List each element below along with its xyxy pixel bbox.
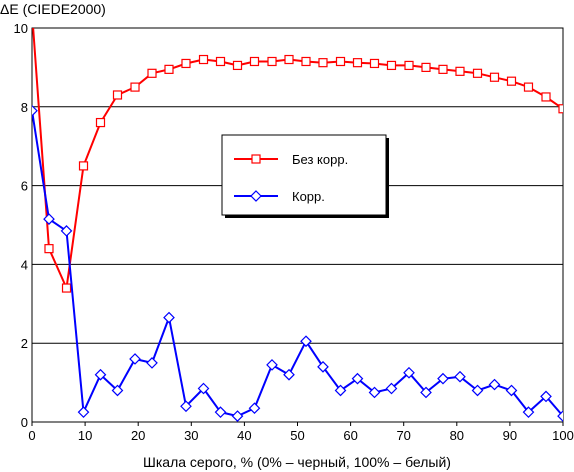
series-2: [32, 104, 563, 422]
series-1-point-10: [198, 54, 209, 65]
series-2-point-24: [437, 372, 449, 385]
series-1-point-4: [95, 117, 106, 128]
series-2-point-25: [454, 370, 466, 383]
series-layer: [32, 28, 563, 422]
series-1-point-30: [541, 92, 551, 102]
series-2-point-28: [505, 384, 518, 397]
series-1-point-7: [147, 68, 157, 78]
series-2-point-13: [248, 402, 261, 415]
series-2-point-4: [94, 368, 107, 381]
series-1-point-2: [61, 283, 72, 293]
y-tick-label-2: 2: [21, 336, 28, 351]
plot-frame: [31, 27, 564, 423]
series-2-point-23: [420, 386, 432, 399]
series-1-point-12: [232, 60, 243, 71]
series-1-point-8: [164, 64, 174, 74]
series-1-point-22: [404, 60, 414, 71]
y-tick-label-8: 8: [21, 100, 28, 115]
x-tick-label-80: 80: [450, 428, 464, 443]
legend-box: [221, 134, 387, 216]
series-1-point-26: [472, 68, 483, 78]
series-2-point-30: [540, 390, 552, 403]
series-2-point-0: [32, 104, 38, 117]
series-2-point-21: [385, 382, 398, 395]
series-2-point-9: [180, 400, 192, 413]
series-1-point-16: [301, 56, 311, 67]
series-2-point-7: [146, 357, 158, 369]
x-tick-label-20: 20: [131, 428, 145, 443]
series-1-point-25: [455, 66, 465, 76]
series-1-point-14: [267, 56, 277, 67]
x-tick-label-30: 30: [184, 428, 198, 443]
series-2-point-20: [368, 386, 381, 399]
series-1-point-11: [215, 56, 226, 67]
x-tick-label-50: 50: [290, 428, 304, 443]
series-2-point-27: [488, 378, 501, 391]
series-1-point-29: [523, 82, 534, 92]
series-2-point-10: [197, 382, 210, 395]
series-1-point-19: [352, 58, 363, 68]
series-2-point-22: [403, 366, 415, 379]
series-1-point-9: [181, 58, 191, 69]
x-axis-title: Шкала серого, % (0% – черный, 100% – бел…: [143, 454, 451, 470]
series-2-point-6: [129, 353, 141, 365]
series-1-point-27: [489, 72, 500, 82]
series-2-point-12: [231, 410, 244, 422]
y-axis-title: ΔE (CIEDE2000): [0, 1, 106, 17]
x-tick-label-70: 70: [396, 428, 410, 443]
series-2-point-1: [43, 213, 55, 225]
series-1-point-21: [386, 60, 397, 71]
series-1-point-15: [284, 54, 294, 65]
y-tick-label-10: 10: [14, 21, 28, 36]
series-2-point-19: [351, 372, 364, 385]
series-1-point-3: [78, 161, 89, 171]
y-tick-label-0: 0: [21, 415, 28, 430]
series-1-point-23: [421, 62, 431, 73]
series-2-point-3: [77, 406, 90, 418]
series-2-point-26: [471, 384, 484, 397]
legend-label-1: Без корр.: [292, 152, 348, 167]
legend-marker-1: [251, 154, 261, 164]
series-2-point-15: [283, 368, 295, 381]
x-tick-label-10: 10: [78, 428, 92, 443]
y-tick-label-6: 6: [21, 179, 28, 194]
y-axis-ticks: 0 2 4 6 8 10: [14, 21, 28, 430]
series-1-point-18: [335, 56, 346, 67]
series-2-point-29: [522, 406, 535, 418]
series-1-point-1: [44, 244, 54, 254]
series-2-point-16: [300, 335, 312, 348]
legend-label-2: Корр.: [292, 189, 325, 204]
series-2-point-2: [60, 225, 73, 237]
series-1-point-31: [558, 104, 563, 114]
series-1-point-24: [438, 64, 448, 74]
x-tick-label-60: 60: [343, 428, 357, 443]
series-1-point-5: [112, 90, 123, 100]
y-tick-label-4: 4: [21, 257, 28, 272]
x-tick-label-90: 90: [503, 428, 517, 443]
series-2-point-5: [111, 384, 124, 397]
plot-border: [31, 27, 564, 423]
series-1-point-13: [249, 56, 260, 67]
series-1-point-17: [318, 58, 328, 68]
legend: Без корр. Корр.: [221, 134, 389, 218]
series-2-point-18: [334, 384, 347, 397]
x-tick-label-0: 0: [28, 428, 35, 443]
series-2-point-31: [557, 410, 563, 422]
series-1-point-20: [369, 58, 380, 69]
series-2-point-17: [317, 360, 329, 373]
series-1: [32, 28, 563, 293]
series-1-point-28: [506, 76, 517, 86]
series-2-point-8: [163, 311, 175, 324]
x-axis-ticks: 0 10 20 30 40 50 60 70 80 90 100: [28, 422, 574, 443]
series-1-point-6: [130, 82, 140, 92]
series-2-point-11: [214, 406, 227, 418]
legend-marker-2: [250, 190, 262, 202]
x-tick-label-100: 100: [552, 428, 574, 443]
x-tick-label-40: 40: [237, 428, 251, 443]
grid: [32, 27, 563, 423]
series-2-point-14: [266, 359, 278, 371]
